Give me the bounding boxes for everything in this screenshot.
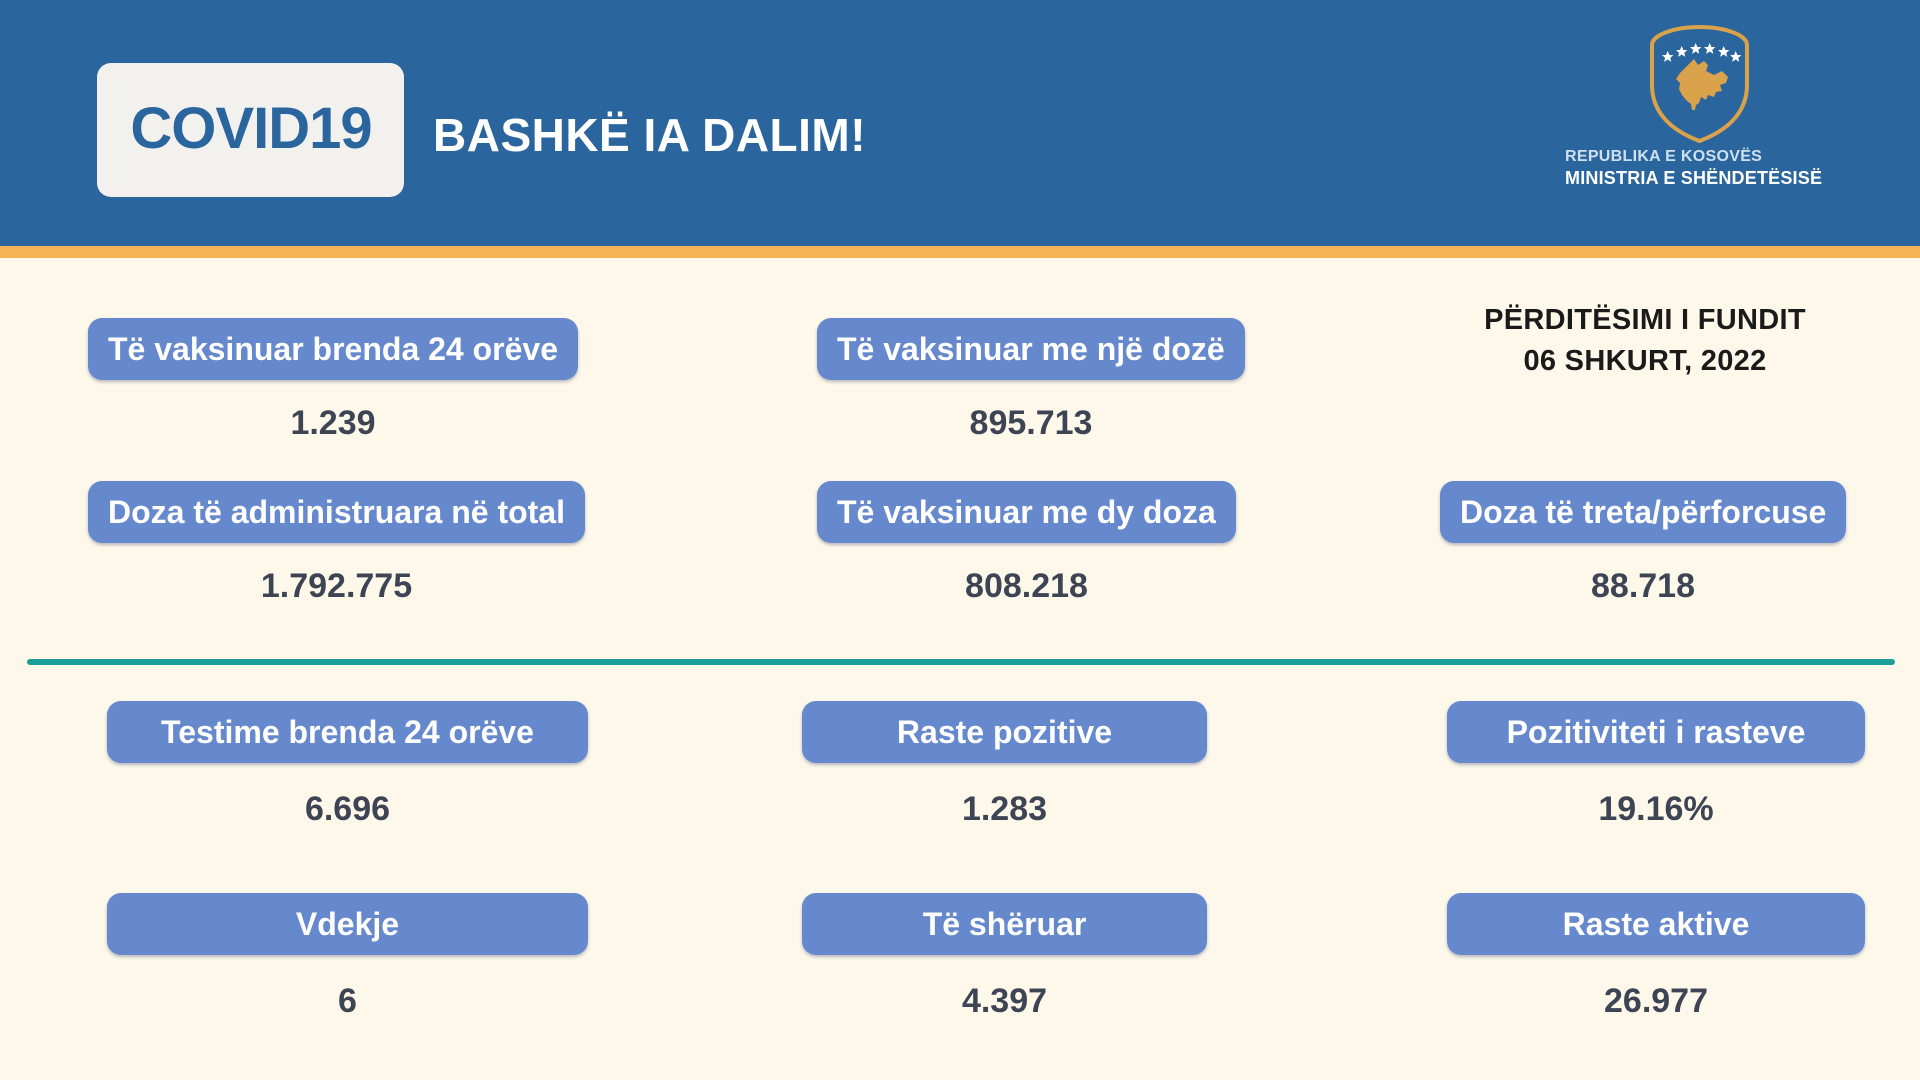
svg-text:COVID19: COVID19 bbox=[130, 96, 371, 161]
